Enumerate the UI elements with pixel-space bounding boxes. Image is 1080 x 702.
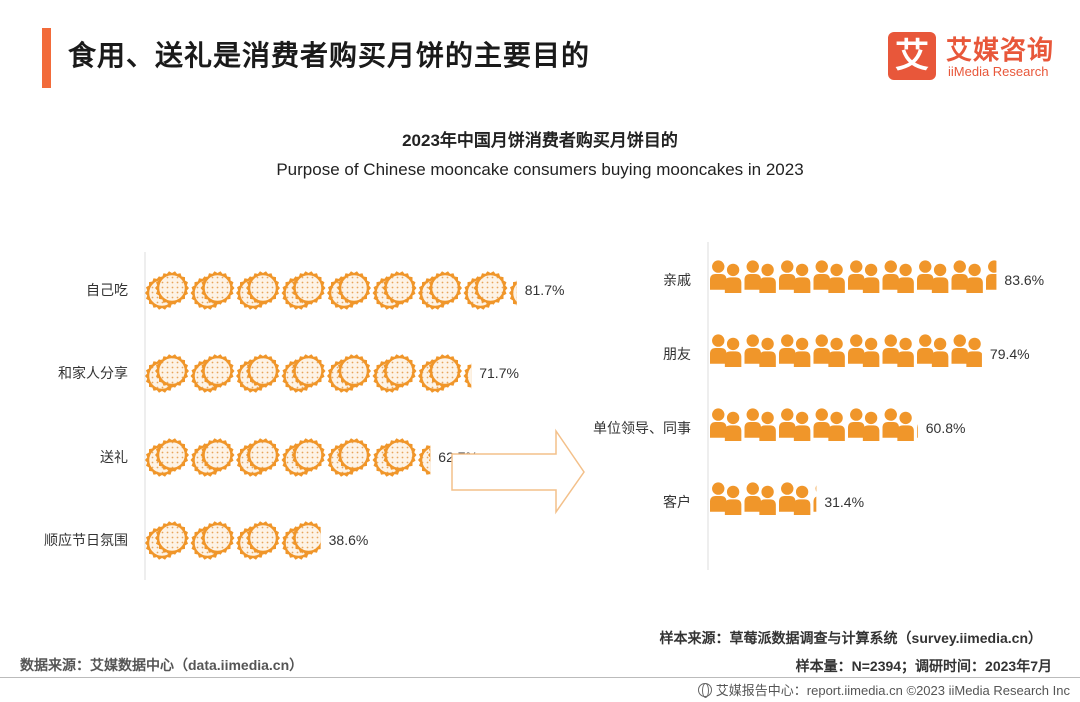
copyright-text: 艾媒报告中心：report.iimedia.cn ©2023 iiMedia R…	[715, 683, 1070, 698]
value-label: 83.6%	[1004, 272, 1044, 288]
value-label: 60.8%	[926, 420, 966, 436]
globe-icon	[697, 683, 712, 698]
sample-source: 样本来源：草莓派数据调查与计算系统（survey.iimedia.cn）	[659, 630, 1042, 646]
value-label: 79.4%	[990, 346, 1030, 362]
mooncake-bar	[145, 354, 472, 393]
chart-subtitle: Purpose of Chinese mooncake consumers bu…	[276, 160, 804, 179]
category-label: 单位领导、同事	[593, 420, 691, 436]
category-label: 顺应节日氛围	[44, 532, 128, 548]
footer-divider	[0, 677, 1080, 678]
person-bar	[710, 260, 997, 293]
category-label: 和家人分享	[58, 365, 128, 381]
person-bar	[710, 482, 817, 515]
category-label: 送礼	[100, 449, 128, 465]
arrow-right-icon	[451, 428, 585, 515]
chart-title: 2023年中国月饼消费者购买月饼目的	[402, 131, 678, 150]
logo-text-cn: 艾媒咨询	[946, 35, 1055, 65]
category-label: 朋友	[663, 346, 691, 362]
value-label: 31.4%	[824, 494, 864, 510]
category-label: 亲戚	[663, 272, 691, 288]
person-bar	[710, 408, 918, 441]
value-label: 71.7%	[479, 365, 519, 381]
sample-size: 样本量：N=2394；调研时间：2023年7月	[795, 658, 1052, 674]
value-label: 38.6%	[329, 532, 369, 548]
mooncake-bar	[145, 521, 321, 560]
value-label: 81.7%	[525, 282, 565, 298]
category-label: 自己吃	[86, 282, 128, 298]
iimedia-logo: 艾 艾媒咨询 iiMedia Research	[888, 30, 1068, 84]
copyright-line: 艾媒报告中心：report.iimedia.cn ©2023 iiMedia R…	[697, 680, 1070, 699]
logo-mark: 艾	[888, 32, 936, 80]
data-source: 数据来源：艾媒数据中心（data.iimedia.cn）	[20, 657, 304, 673]
page-title: 食用、送礼是消费者购买月饼的主要目的	[68, 40, 591, 71]
title-accent-bar	[42, 28, 51, 88]
mooncake-bar	[145, 271, 517, 310]
person-bar	[710, 334, 982, 367]
mooncake-bar	[145, 438, 431, 477]
logo-text-en: iiMedia Research	[948, 64, 1049, 79]
category-label: 客户	[663, 494, 691, 510]
